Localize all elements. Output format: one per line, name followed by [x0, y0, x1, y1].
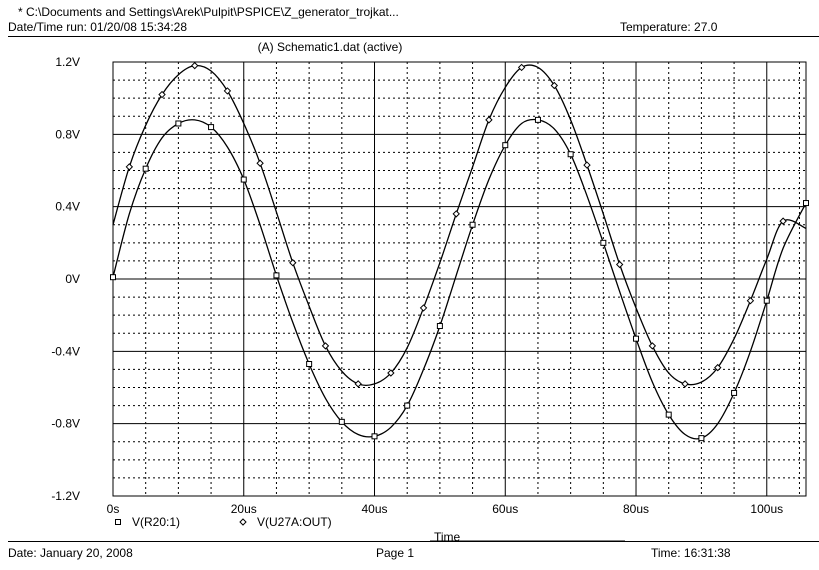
- data-point-diamond: [485, 116, 493, 124]
- data-point-diamond: [321, 342, 330, 350]
- data-point-diamond: [256, 159, 264, 167]
- data-point-square: [600, 239, 607, 246]
- legend-label: V(R20:1): [132, 515, 180, 529]
- data-point-square: [208, 124, 215, 131]
- data-point-diamond: [158, 90, 166, 99]
- data-point-square: [469, 221, 476, 228]
- chart-title: (A) Schematic1.dat (active): [258, 40, 403, 54]
- data-point-square: [534, 116, 541, 123]
- data-point-square: [665, 411, 672, 418]
- data-point-square: [502, 142, 509, 149]
- data-point-square: [371, 433, 378, 440]
- header-divider: [8, 36, 819, 37]
- data-point-diamond: [681, 380, 689, 388]
- data-point-diamond: [125, 163, 134, 171]
- data-point-diamond: [452, 210, 460, 218]
- x-tick-label: 100us: [750, 502, 783, 516]
- data-point-square: [175, 120, 182, 127]
- data-point-diamond: [746, 296, 755, 305]
- data-point-square: [731, 389, 738, 396]
- y-tick-label: 0V: [65, 272, 80, 286]
- data-point-square: [273, 272, 280, 279]
- data-point-square: [240, 176, 247, 183]
- data-point-diamond: [550, 81, 559, 90]
- footer-date: Date: January 20, 2008: [8, 546, 133, 560]
- data-point-diamond: [517, 63, 526, 72]
- x-axis-label: Time: [434, 530, 461, 544]
- data-point-square: [803, 200, 809, 207]
- x-tick-label: 20us: [231, 502, 257, 516]
- data-point-diamond: [387, 369, 395, 377]
- data-point-square: [110, 274, 116, 281]
- data-point-diamond: [289, 259, 297, 267]
- temperature: Temperature: 27.0: [620, 20, 718, 34]
- data-point-diamond: [583, 161, 591, 169]
- legend-marker-diamond: [239, 518, 247, 526]
- run-datetime: Date/Time run: 01/20/08 15:34:28: [8, 20, 188, 34]
- file-path: * C:\Documents and Settings\Arek\Pulpit\…: [18, 5, 399, 19]
- footer-divider: [8, 541, 819, 542]
- legend-marker-square: [115, 519, 121, 525]
- data-point-diamond: [191, 61, 199, 70]
- data-point-diamond: [615, 260, 624, 269]
- data-point-square: [338, 418, 345, 425]
- legend-label: V(U27A:OUT): [257, 515, 332, 529]
- data-point-diamond: [419, 304, 428, 312]
- data-point-diamond: [354, 380, 362, 388]
- x-tick-label: 60us: [492, 502, 518, 516]
- x-tick-label: 0s: [107, 502, 120, 516]
- data-point-square: [698, 435, 705, 442]
- data-point-square: [436, 323, 443, 330]
- series-line-1: [112, 118, 807, 440]
- data-point-square: [763, 297, 770, 304]
- data-point-square: [404, 402, 411, 409]
- data-point-diamond: [779, 217, 787, 225]
- data-point-square: [142, 165, 149, 172]
- data-point-diamond: [223, 87, 232, 95]
- y-tick-label: 0.4V: [55, 200, 80, 214]
- y-tick-label: -1.2V: [51, 489, 80, 503]
- x-tick-label: 40us: [361, 502, 387, 516]
- data-point-square: [633, 335, 640, 342]
- y-tick-label: 1.2V: [55, 55, 80, 69]
- data-point-diamond: [714, 363, 722, 372]
- data-point-square: [567, 151, 574, 158]
- footer-page: Page 1: [376, 546, 415, 560]
- footer-time: Time: 16:31:38: [651, 546, 731, 560]
- data-point-square: [306, 360, 313, 367]
- y-tick-label: 0.8V: [55, 127, 80, 141]
- data-point-diamond: [648, 342, 657, 350]
- y-tick-label: -0.8V: [51, 417, 80, 431]
- y-tick-label: -0.4V: [51, 344, 80, 358]
- x-tick-label: 80us: [623, 502, 649, 516]
